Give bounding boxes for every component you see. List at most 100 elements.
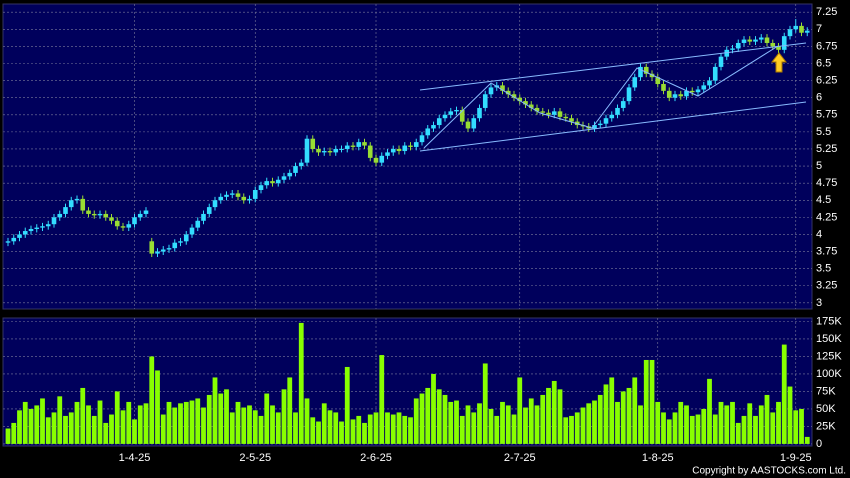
y-tick-label: 5.75	[816, 109, 837, 121]
candle-body	[511, 94, 517, 98]
volume-bar	[730, 401, 735, 444]
volume-bar	[626, 387, 632, 444]
candle-body	[132, 217, 137, 225]
y-tick-label: 100K	[816, 368, 842, 380]
candle-body	[465, 121, 471, 129]
candle-body	[540, 111, 546, 113]
candle-body	[287, 172, 293, 177]
candle-body	[195, 220, 201, 228]
candle-body	[11, 237, 17, 242]
volume-bar	[74, 401, 80, 444]
volume-bar	[189, 400, 195, 444]
channel-upper	[419, 42, 807, 91]
volume-bar	[511, 414, 517, 444]
volume-bar	[45, 417, 51, 444]
volume-bar	[109, 414, 114, 444]
volume-bar	[689, 415, 695, 444]
candle-body	[206, 207, 212, 214]
candle-body	[103, 213, 109, 218]
y-tick-label: 4	[816, 228, 822, 240]
volume-bar	[494, 415, 500, 444]
candle-body	[557, 111, 563, 117]
price-panel	[2, 3, 813, 310]
volume-bar	[557, 389, 563, 444]
volume-bar	[270, 405, 275, 444]
volume-bar	[517, 377, 523, 444]
volume-bar	[396, 412, 402, 444]
candle-body	[678, 94, 684, 97]
volume-bar	[419, 393, 425, 444]
y-tick-label: 75K	[816, 385, 836, 397]
zigzag	[423, 45, 779, 149]
candle-body	[350, 145, 356, 147]
candle-body	[477, 107, 482, 119]
candle-body	[666, 90, 672, 98]
candle-body	[390, 148, 396, 153]
candle-body	[252, 190, 258, 199]
volume-bar	[707, 378, 712, 444]
volume-bar	[97, 400, 103, 444]
volume-bar	[11, 422, 17, 444]
candle-body	[707, 80, 712, 86]
volume-bar	[465, 405, 471, 444]
candle-body	[86, 210, 91, 214]
candle-body	[413, 142, 419, 147]
candle-body	[764, 37, 770, 43]
y-tick-label: 7.25	[816, 6, 837, 18]
candle-body	[592, 125, 597, 129]
y-tick-label: 125K	[816, 350, 842, 362]
volume-bar	[563, 417, 569, 444]
candle-body	[672, 94, 678, 98]
volume-bar	[241, 407, 247, 444]
volume-bar	[638, 405, 643, 444]
candle-body	[362, 142, 367, 146]
y-tick-label: 50K	[816, 403, 836, 415]
volume-bar	[574, 412, 580, 444]
volume-bar	[482, 363, 488, 444]
y-tick-label: 25K	[816, 420, 836, 432]
volume-bar	[114, 391, 120, 444]
candle-body	[339, 148, 344, 150]
candle-body	[28, 228, 34, 232]
candle-body	[316, 148, 321, 153]
volume-bar	[632, 377, 638, 444]
volume-bar	[34, 405, 40, 444]
trend-drawing	[419, 42, 807, 152]
volume-bar	[701, 408, 707, 444]
volume-bar	[666, 419, 672, 444]
volume-bar	[201, 407, 206, 444]
candle-body	[304, 138, 310, 163]
volume-bar	[592, 400, 597, 444]
volume-bar	[615, 401, 620, 444]
candle-body	[695, 89, 701, 93]
candle-body	[178, 241, 183, 243]
y-tick-label: 5.5	[816, 126, 831, 138]
volume-bar	[264, 393, 270, 444]
volume-bar	[678, 401, 684, 444]
candle-body	[551, 111, 557, 115]
candle-body	[373, 157, 379, 163]
candle-body	[247, 198, 252, 201]
volume-bar	[212, 377, 218, 444]
volume-bar	[247, 405, 252, 444]
candle-body	[51, 217, 57, 225]
candle-body	[172, 242, 178, 249]
copyright: Copyright by AASTOCKS.com Ltd.	[692, 466, 846, 477]
volume-bar	[643, 359, 649, 444]
volume-bar	[316, 421, 321, 444]
volume-bar	[753, 415, 758, 444]
volume-bar	[206, 394, 212, 444]
volume-bar	[57, 396, 63, 444]
volume-bar	[597, 394, 603, 444]
candle-body	[718, 56, 724, 67]
volume-bar	[408, 417, 413, 444]
volume-bar	[764, 394, 770, 444]
x-tick-label: 2-5-25	[239, 452, 271, 464]
candle-body	[155, 251, 160, 254]
volume-bar	[333, 412, 339, 444]
volume-bar	[471, 412, 477, 444]
volume-bar	[661, 412, 666, 444]
candle-body	[143, 210, 149, 214]
y-tick-label: 6.25	[816, 74, 837, 86]
